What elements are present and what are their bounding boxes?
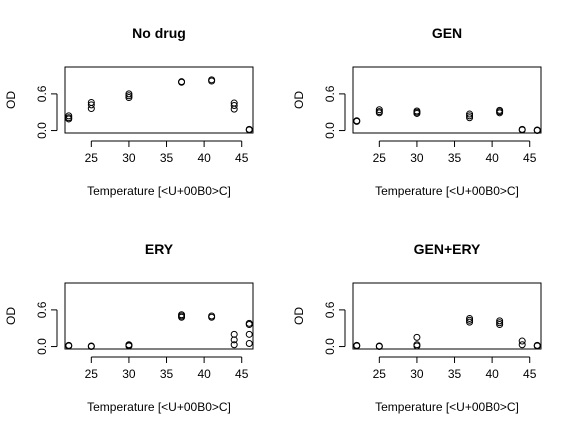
y-tick-label: 0.0 [323, 122, 337, 139]
chart-title: ERY [145, 241, 174, 257]
x-tick-label: 30 [122, 151, 136, 165]
data-point [87, 105, 95, 113]
x-tick-label: 30 [410, 151, 424, 165]
data-point [466, 114, 474, 122]
data-point [375, 343, 383, 351]
data-point [87, 101, 95, 109]
data-point [496, 319, 504, 327]
data-point [230, 102, 238, 109]
data-point [496, 109, 504, 117]
x-tick-label: 45 [523, 367, 537, 381]
y-axis-label: OD [4, 91, 18, 109]
y-axis-label: OD [292, 91, 306, 109]
data-point [496, 321, 504, 329]
x-tick-label: 35 [448, 151, 462, 165]
data-point [245, 330, 253, 338]
y-axis-label: OD [4, 307, 18, 325]
data-point [466, 314, 474, 322]
data-point [87, 343, 95, 351]
y-tick-label: 0.0 [323, 338, 337, 355]
plot-frame [352, 282, 542, 350]
data-point [466, 316, 474, 324]
data-point [65, 112, 73, 120]
data-point [496, 317, 504, 325]
y-tick-label: 0.6 [35, 301, 49, 318]
data-point [353, 117, 361, 125]
x-tick-label: 45 [523, 151, 537, 165]
x-tick-label: 35 [160, 367, 174, 381]
data-point [413, 109, 421, 117]
y-tick-label: 0.6 [35, 85, 49, 102]
x-axis-label: Temperature [<U+00B0>C] [375, 400, 519, 414]
data-point [375, 106, 383, 114]
data-point [178, 78, 186, 86]
data-point [466, 318, 474, 326]
x-tick-label: 35 [160, 151, 174, 165]
data-point [518, 126, 526, 134]
x-tick-label: 25 [85, 151, 99, 165]
x-tick-label: 35 [448, 367, 462, 381]
x-tick-label: 30 [122, 367, 136, 381]
data-point [65, 342, 73, 350]
data-point [518, 341, 526, 349]
y-axis-label: OD [292, 307, 306, 325]
y-tick-label: 0.0 [35, 338, 49, 355]
data-point [230, 105, 238, 113]
y-tick-label: 0.6 [323, 85, 337, 102]
plot-frame [352, 66, 542, 134]
x-tick-label: 30 [410, 367, 424, 381]
chart-title: GEN+ERY [414, 241, 481, 257]
x-axis-label: Temperature [<U+00B0>C] [87, 184, 231, 198]
x-tick-label: 40 [485, 367, 499, 381]
chart-title: GEN [432, 25, 462, 41]
plot-frame [64, 282, 254, 350]
data-point [375, 109, 383, 117]
x-tick-label: 25 [85, 367, 99, 381]
x-tick-label: 45 [235, 367, 249, 381]
panel-3: GEN+ERY 25 30 35 40 45 0.0 0.6 Temperature [<U+0… [292, 241, 542, 414]
panel-1: GEN 25 30 35 40 45 0.0 0.6 Temperature [<U+00B0>… [292, 25, 542, 198]
data-point [413, 342, 421, 350]
data-point [125, 90, 133, 98]
plot-frame [64, 66, 254, 134]
x-tick-label: 45 [235, 151, 249, 165]
panel-2: ERY 25 30 35 40 45 0.0 0.6 Temperature [<U+00B0>… [4, 241, 254, 414]
data-point [533, 127, 541, 135]
x-axis-label: Temperature [<U+00B0>C] [375, 184, 519, 198]
y-tick-label: 0.6 [323, 301, 337, 318]
data-point [178, 313, 186, 321]
data-point [518, 337, 526, 345]
data-point [466, 112, 474, 120]
data-point [65, 115, 73, 123]
data-point [208, 77, 216, 85]
data-point [208, 313, 216, 321]
data-point [125, 342, 133, 350]
panel-0: No drug 25 30 35 40 45 0.0 0.6 Temperature [<U+0… [4, 25, 254, 198]
data-point [230, 341, 238, 349]
data-point [245, 126, 253, 134]
x-tick-label: 25 [373, 367, 387, 381]
x-tick-label: 40 [197, 367, 211, 381]
chart-title: No drug [132, 25, 186, 41]
x-tick-label: 25 [373, 151, 387, 165]
data-point [245, 340, 253, 347]
x-axis-label: Temperature [<U+00B0>C] [87, 400, 231, 414]
data-point [413, 333, 421, 341]
data-point [125, 92, 133, 100]
data-point [466, 110, 474, 118]
y-tick-label: 0.0 [35, 122, 49, 139]
data-point [125, 94, 133, 102]
data-point [353, 342, 361, 350]
data-point [245, 321, 253, 329]
x-tick-label: 40 [485, 151, 499, 165]
data-point [230, 336, 238, 344]
x-tick-label: 40 [197, 151, 211, 165]
data-point [533, 342, 541, 350]
